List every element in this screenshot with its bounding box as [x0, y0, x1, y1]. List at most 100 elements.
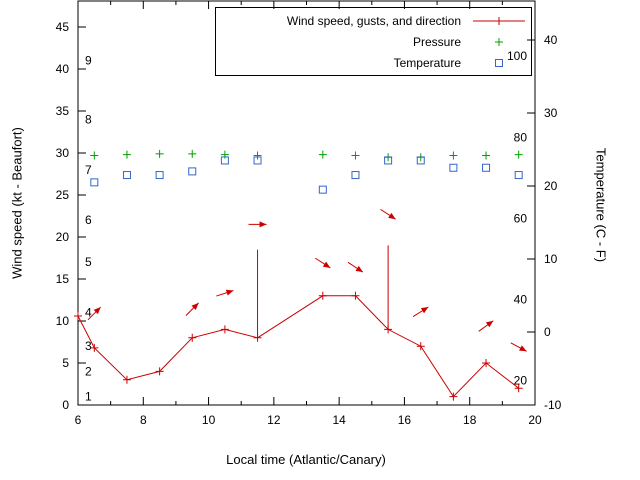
fahrenheit-label: 20 [514, 374, 528, 388]
wind-speed-point [384, 325, 393, 334]
x-tick-label: 6 [75, 413, 82, 427]
left-tick-label: 15 [56, 272, 70, 286]
wind-direction-arrowhead [485, 320, 494, 328]
wind-speed-point [482, 359, 491, 367]
temperature-point [122, 171, 131, 180]
wind-direction-arrowhead [519, 345, 527, 352]
beaufort-label: 8 [85, 112, 92, 126]
x-tick-label: 12 [267, 413, 281, 427]
right-tick-label: 40 [544, 33, 558, 47]
wind-speed-point [449, 392, 458, 401]
beaufort-label: 4 [85, 306, 92, 320]
temperature-point [90, 178, 99, 187]
right-tick-label: 20 [544, 179, 558, 193]
temperature-point [155, 171, 164, 180]
fahrenheit-label: 80 [514, 130, 528, 144]
legend-label-pressure: Pressure [412, 34, 461, 49]
wind-direction-arrowhead [355, 265, 364, 273]
wind-speed-point [122, 375, 131, 384]
left-tick-label: 5 [62, 356, 69, 370]
wind-speed-point [351, 291, 360, 300]
beaufort-label: 6 [85, 213, 92, 227]
right-tick-label: 0 [544, 325, 551, 339]
temperature-point [318, 185, 327, 194]
temperature-series-sample-icon [471, 56, 527, 70]
beaufort-label: 2 [85, 364, 92, 378]
wind-speed-point [514, 384, 523, 393]
left-tick-label: 20 [56, 230, 70, 244]
left-tick-label: 0 [62, 398, 69, 412]
legend-entry-pressure: Pressure [218, 31, 527, 52]
temperature-point [514, 171, 523, 180]
pressure-point [220, 150, 229, 159]
fahrenheit-label: 60 [514, 211, 528, 225]
pressure-point [253, 151, 262, 160]
temperature-point [253, 156, 262, 165]
wind-direction-arrowhead [191, 302, 199, 310]
fahrenheit-label: 100 [507, 49, 527, 63]
temperature-point [188, 167, 197, 176]
left-tick-label: 45 [56, 20, 70, 34]
chart-legend: Wind speed, gusts, and direction Pressur… [215, 7, 532, 76]
wind-direction-arrowhead [388, 212, 396, 220]
x-tick-label: 8 [140, 413, 147, 427]
left-tick-label: 25 [56, 188, 70, 202]
temperature-point [220, 156, 229, 165]
x-tick-label: 10 [202, 413, 216, 427]
wind-direction-arrowhead [322, 261, 331, 268]
wind-speed-point [253, 333, 262, 342]
right-axis-title: Temperature (C - F) [593, 147, 609, 263]
left-tick-label: 40 [56, 62, 70, 76]
legend-label-wind: Wind speed, gusts, and direction [286, 13, 461, 28]
wind-speed-line [77, 295, 519, 398]
wind-speed-point [74, 311, 82, 320]
x-tick-label: 14 [332, 413, 346, 427]
temperature-point [351, 171, 360, 180]
x-tick-label: 18 [463, 413, 477, 427]
pressure-series-sample-icon [471, 35, 527, 49]
beaufort-label: 7 [85, 163, 92, 177]
temperature-point [416, 156, 425, 165]
x-tick-label: 20 [528, 413, 542, 427]
pressure-point [90, 151, 99, 160]
left-axis-title: Wind speed (kt - Beaufort) [9, 127, 25, 279]
legend-entry-temperature: Temperature [218, 52, 527, 73]
wind-direction-arrowhead [259, 221, 267, 228]
wind-speed-point [155, 367, 164, 376]
x-axis-title: Local time (Atlantic/Canary) [226, 452, 386, 467]
wind-series-sample-icon [471, 14, 527, 28]
wind-speed-point [90, 343, 99, 352]
beaufort-label: 1 [85, 390, 92, 404]
right-tick-label: 30 [544, 106, 558, 120]
beaufort-label: 3 [85, 339, 92, 353]
pressure-point [351, 151, 360, 160]
x-tick-label: 16 [398, 413, 412, 427]
pressure-point [122, 150, 131, 159]
wind-speed-point [188, 333, 197, 342]
legend-entry-wind: Wind speed, gusts, and direction [218, 10, 527, 31]
wind-direction-arrowhead [420, 306, 429, 314]
pressure-point [449, 151, 458, 160]
temperature-point [449, 163, 458, 172]
wind-speed-point [220, 325, 229, 334]
beaufort-label: 9 [85, 54, 92, 68]
legend-label-temperature: Temperature [393, 55, 461, 70]
right-tick-label: 10 [544, 252, 558, 266]
pressure-point [482, 151, 491, 160]
wind-speed-point [416, 342, 425, 351]
pressure-point [514, 150, 523, 159]
left-tick-label: 35 [56, 104, 70, 118]
fahrenheit-label: 40 [514, 293, 528, 307]
left-tick-label: 10 [56, 314, 70, 328]
right-tick-label: -10 [544, 398, 562, 412]
wind-direction-arrowhead [225, 289, 234, 296]
temperature-point [482, 163, 491, 172]
wind-direction-arrowhead [93, 307, 101, 315]
temperature-point [384, 156, 393, 165]
wind-speed-point [318, 291, 327, 300]
pressure-point [318, 150, 327, 159]
pressure-point [155, 149, 164, 158]
left-tick-label: 30 [56, 146, 70, 160]
